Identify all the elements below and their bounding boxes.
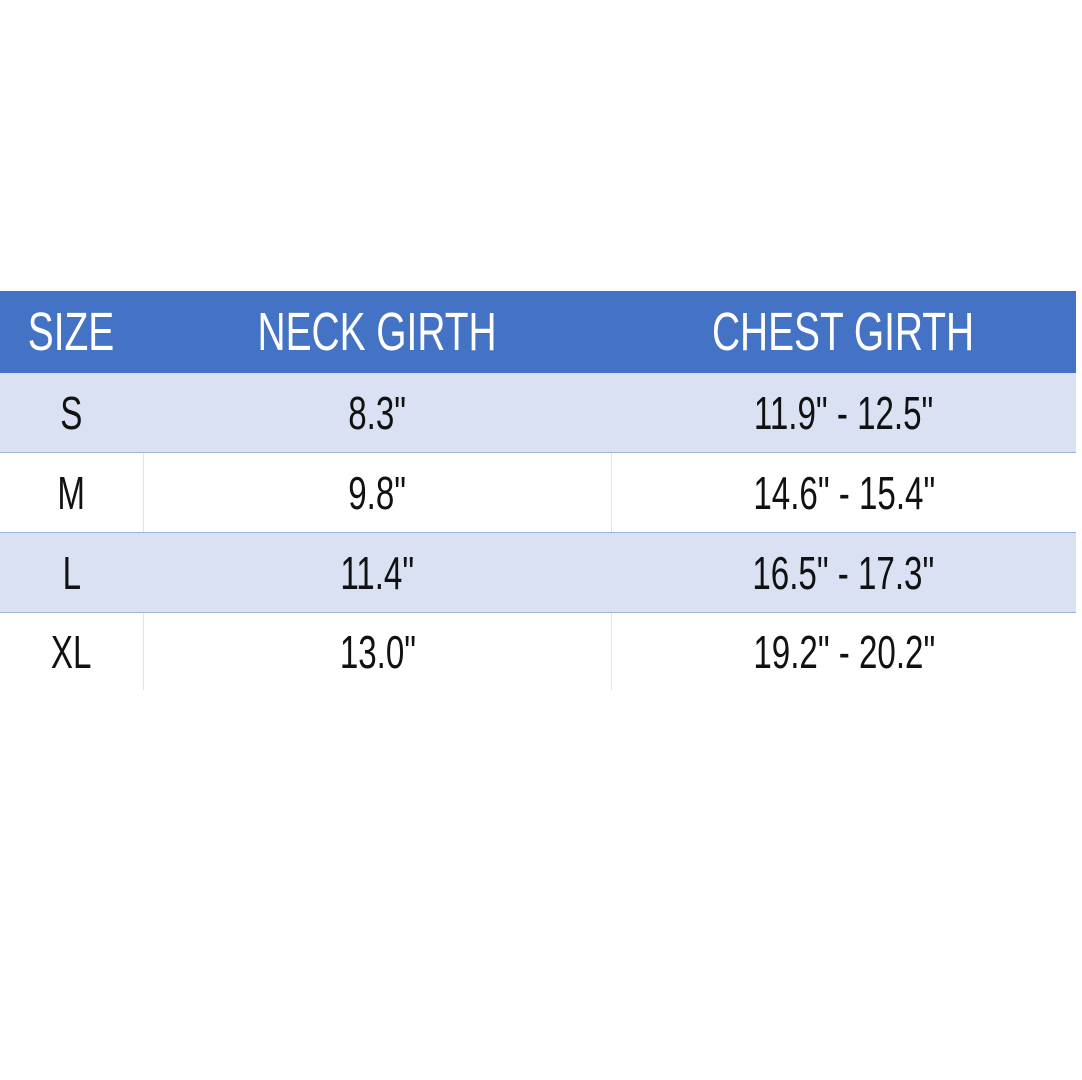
neck-girth-cell: 9.8" bbox=[143, 453, 611, 532]
chest-girth-cell: 16.5" - 17.3" bbox=[752, 546, 935, 599]
neck-girth-cell: 13.0" bbox=[143, 613, 611, 690]
neck-girth-cell: 8.3" bbox=[348, 386, 406, 439]
chest-girth-cell: 19.2" - 20.2" bbox=[611, 613, 1076, 690]
chest-girth-cell: 14.6" - 15.4" bbox=[611, 453, 1076, 532]
header-size: SIZE bbox=[28, 302, 115, 362]
header-chest-girth: CHEST GIRTH bbox=[712, 302, 975, 362]
table-header-row: SIZE NECK GIRTH CHEST GIRTH bbox=[0, 291, 1076, 373]
table-row: M 9.8" 14.6" - 15.4" bbox=[0, 453, 1076, 533]
size-cell: L bbox=[62, 546, 81, 599]
neck-girth-cell: 11.4" bbox=[340, 546, 414, 599]
size-cell: S bbox=[60, 386, 83, 439]
size-chart-table: SIZE NECK GIRTH CHEST GIRTH S 8.3" 11.9"… bbox=[0, 291, 1076, 690]
table-row: L 11.4" 16.5" - 17.3" bbox=[0, 533, 1076, 613]
table-row: XL 13.0" 19.2" - 20.2" bbox=[0, 613, 1076, 690]
header-neck-girth: NECK GIRTH bbox=[257, 302, 497, 362]
chest-girth-cell: 11.9" - 12.5" bbox=[753, 386, 934, 439]
size-cell: M bbox=[57, 466, 86, 519]
size-cell: XL bbox=[51, 625, 92, 678]
table-row: S 8.3" 11.9" - 12.5" bbox=[0, 373, 1076, 453]
